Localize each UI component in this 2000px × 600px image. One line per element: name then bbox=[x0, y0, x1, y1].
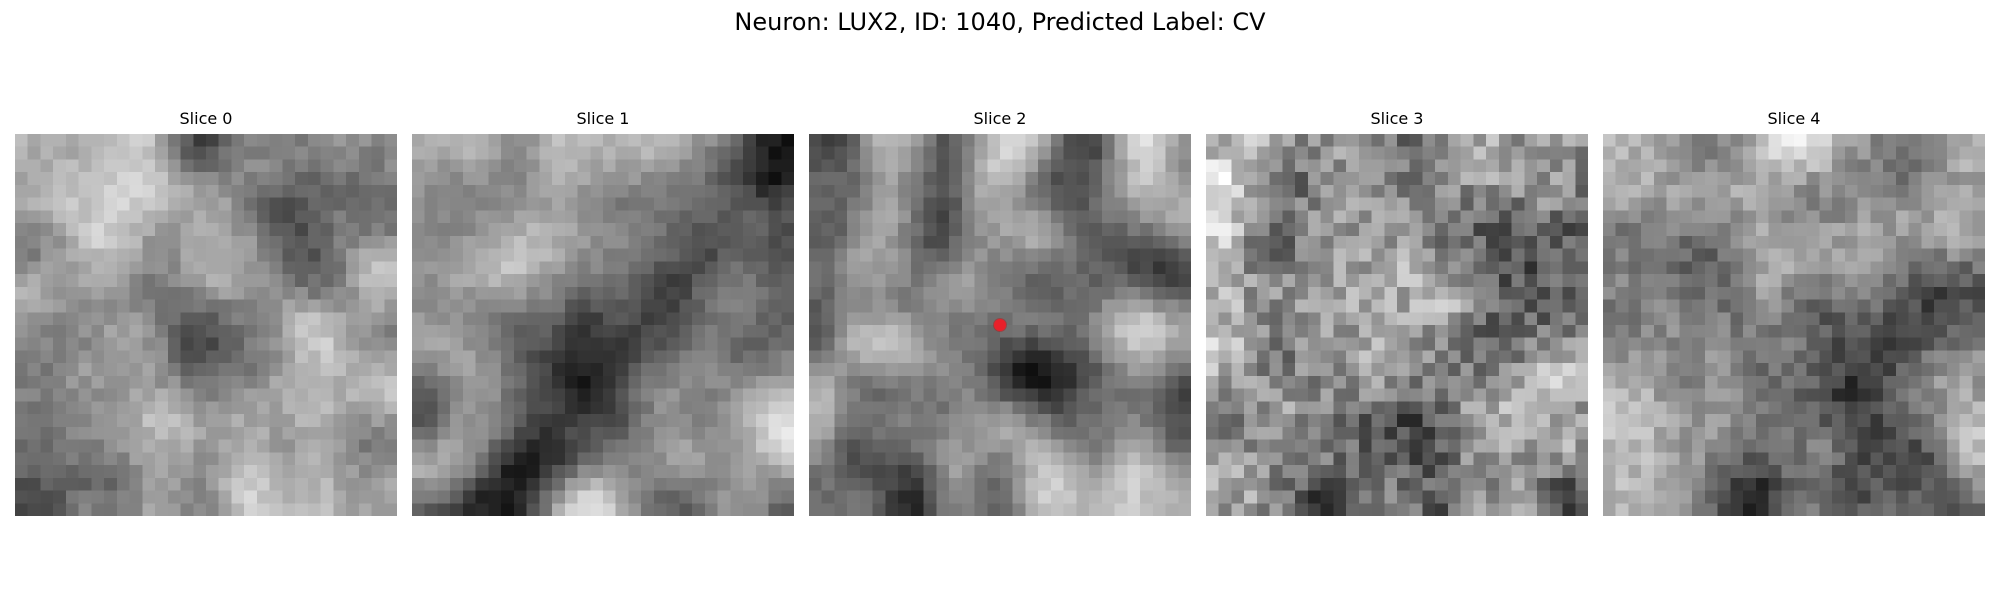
slice-image-4 bbox=[1603, 134, 1985, 516]
slice-panel-1: Slice 1 bbox=[412, 108, 794, 516]
slice-panel-0: Slice 0 bbox=[15, 108, 397, 516]
slice-title-2: Slice 2 bbox=[973, 109, 1027, 128]
slice-title-3: Slice 3 bbox=[1370, 109, 1424, 128]
slice-image-0 bbox=[15, 134, 397, 516]
slice-title-1: Slice 1 bbox=[576, 109, 630, 128]
slice-image-1 bbox=[412, 134, 794, 516]
slice-title-0: Slice 0 bbox=[179, 109, 233, 128]
slice-panel-3: Slice 3 bbox=[1206, 108, 1588, 516]
slice-image-3 bbox=[1206, 134, 1588, 516]
figure-title: Neuron: LUX2, ID: 1040, Predicted Label:… bbox=[734, 8, 1266, 36]
slice-panel-2: Slice 2 bbox=[809, 108, 1191, 516]
slice-panel-4: Slice 4 bbox=[1603, 108, 1985, 516]
slice-title-4: Slice 4 bbox=[1767, 109, 1821, 128]
neuron-marker bbox=[994, 319, 1006, 331]
